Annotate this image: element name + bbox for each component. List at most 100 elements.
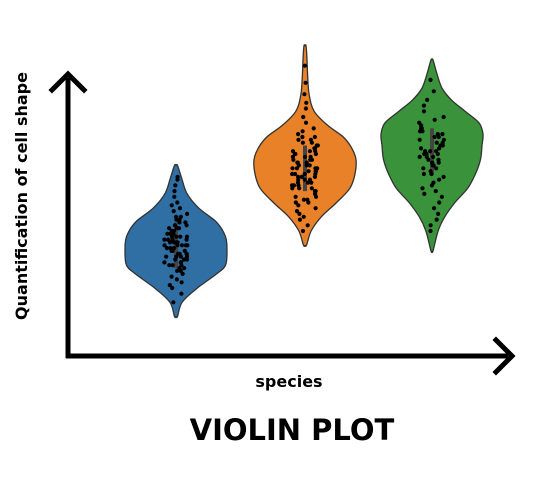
data-point (434, 149, 439, 154)
data-point (296, 137, 301, 142)
data-point (428, 228, 433, 234)
y-axis-label: Quantification of cell shape (12, 72, 31, 320)
data-point (433, 189, 438, 194)
data-point (305, 223, 310, 228)
data-point (293, 151, 298, 157)
data-point (305, 197, 310, 202)
data-point (168, 246, 173, 251)
data-point (303, 120, 309, 125)
data-point (434, 166, 439, 171)
data-point (290, 149, 296, 154)
data-point (307, 149, 312, 154)
data-point (183, 243, 188, 248)
data-point (441, 114, 446, 120)
data-point (178, 214, 183, 219)
x-axis-label: species (255, 372, 322, 391)
data-point (435, 132, 440, 137)
data-point (425, 97, 430, 102)
data-point (176, 226, 182, 231)
data-point (434, 140, 439, 145)
data-point (301, 114, 306, 120)
y-axis-arrowhead (48, 70, 88, 94)
data-point (300, 134, 305, 140)
data-point (436, 211, 441, 216)
data-point (430, 160, 435, 165)
data-point (175, 251, 181, 256)
data-point (290, 166, 295, 171)
data-point (177, 206, 183, 211)
data-point (289, 183, 295, 188)
data-point (169, 274, 174, 279)
data-point (417, 154, 422, 159)
data-point (432, 117, 437, 122)
data-point (303, 80, 308, 85)
x-axis-arrowhead (492, 336, 516, 376)
data-point (437, 177, 442, 182)
data-point (184, 234, 190, 239)
data-point (302, 92, 307, 97)
data-point (172, 189, 177, 194)
data-point (308, 137, 313, 142)
data-point (178, 234, 183, 239)
data-point (421, 109, 427, 114)
data-point (183, 220, 188, 225)
data-point (308, 154, 313, 159)
data-point (162, 237, 167, 242)
data-point (304, 160, 309, 165)
data-point (179, 243, 185, 248)
data-point (181, 257, 187, 262)
data-point (428, 149, 433, 154)
data-point (296, 132, 301, 137)
data-point (173, 183, 178, 188)
data-point (169, 228, 174, 234)
data-point (439, 194, 444, 199)
data-point (431, 89, 436, 94)
data-point (302, 177, 307, 182)
data-point (172, 194, 177, 199)
data-point (309, 186, 314, 191)
data-point (174, 214, 179, 219)
data-point (313, 206, 318, 211)
data-point (184, 257, 190, 262)
data-point (417, 120, 422, 125)
data-point (169, 203, 174, 208)
axes (48, 70, 516, 376)
data-point (432, 206, 437, 211)
data-point (436, 157, 441, 162)
data-point (315, 166, 320, 171)
data-point (293, 194, 298, 199)
data-point (296, 203, 301, 208)
data-point (301, 214, 306, 219)
data-point (174, 277, 179, 282)
data-point (170, 263, 175, 268)
data-point (295, 160, 300, 165)
data-point (172, 246, 177, 251)
data-point (293, 171, 298, 177)
data-point (420, 186, 425, 191)
chart-title: VIOLIN PLOT (190, 413, 395, 447)
data-point (300, 129, 305, 134)
data-point (182, 248, 187, 253)
data-point (302, 63, 307, 68)
data-point (162, 243, 167, 248)
data-point (171, 300, 176, 305)
data-point (417, 137, 422, 142)
data-point (304, 100, 309, 105)
data-point (306, 169, 311, 174)
data-point (299, 174, 304, 179)
data-point (178, 260, 183, 265)
data-point (296, 174, 301, 179)
data-point (303, 106, 308, 111)
data-point (179, 280, 184, 285)
data-point (421, 166, 426, 171)
data-point (418, 146, 424, 151)
data-point (162, 260, 167, 265)
data-point (423, 149, 428, 154)
data-point (300, 228, 306, 234)
data-point (428, 77, 433, 82)
data-point (302, 154, 308, 159)
data-point (314, 143, 319, 148)
data-point (164, 246, 170, 251)
data-point (422, 191, 427, 196)
